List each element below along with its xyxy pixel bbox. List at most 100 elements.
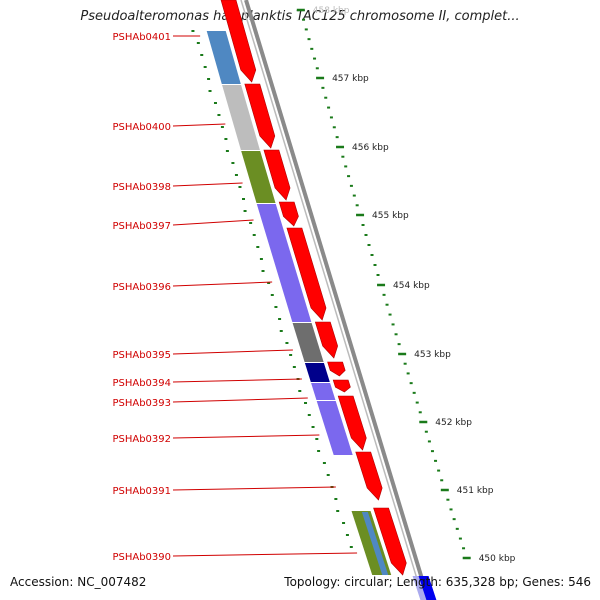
gene-label-pshab0395: PSHAb0395 bbox=[112, 350, 171, 361]
gc-dot bbox=[322, 462, 326, 464]
gc-dot bbox=[326, 474, 330, 476]
strand-arrow-blue bbox=[417, 576, 437, 600]
kbp-tick-label: 454 kbp bbox=[393, 281, 430, 291]
gc-dot bbox=[203, 66, 207, 68]
cds-arrow-1 bbox=[244, 83, 276, 149]
kbp-tick-label: 455 kbp bbox=[372, 211, 409, 221]
gc-dot bbox=[243, 210, 247, 212]
gc-dot bbox=[311, 426, 315, 428]
gene-leader-line bbox=[172, 123, 226, 127]
gc-dot bbox=[342, 522, 346, 524]
cds-arrow-0 bbox=[220, 0, 257, 83]
cds-arrow-7 bbox=[332, 379, 351, 393]
cog-block-pshab0401 bbox=[206, 31, 241, 84]
cds-arrow-2 bbox=[263, 149, 291, 201]
gene-leader-line bbox=[172, 378, 302, 383]
cog-block-pshab0400 bbox=[222, 85, 260, 150]
gc-dot bbox=[234, 174, 238, 176]
cog-block-pshab0398 bbox=[241, 151, 276, 203]
gc-dot bbox=[315, 438, 319, 440]
gc-dot bbox=[191, 30, 195, 32]
gene-leader-line bbox=[172, 349, 293, 355]
accession-text: Accession: NC_007482 bbox=[10, 575, 147, 589]
kbp-tick-label: 456 kbp bbox=[352, 143, 389, 153]
gc-dot bbox=[220, 126, 224, 128]
gene-label-pshab0394: PSHAb0394 bbox=[112, 378, 171, 389]
gc-dot bbox=[224, 138, 228, 140]
cog-block-strip bbox=[361, 512, 389, 575]
gene-leader-line bbox=[172, 182, 243, 187]
gc-dot bbox=[317, 450, 321, 452]
gc-dot bbox=[270, 294, 274, 296]
gene-leader-line bbox=[172, 486, 336, 491]
gene-label-pshab0391: PSHAb0391 bbox=[112, 486, 171, 497]
gc-dot bbox=[292, 366, 296, 368]
backbone-outer bbox=[244, 0, 431, 600]
gc-dot bbox=[238, 186, 242, 188]
gene-label-pshab0396: PSHAb0396 bbox=[112, 282, 171, 293]
gc-dot bbox=[231, 162, 235, 164]
gene-leader-line bbox=[172, 219, 254, 226]
kbp-tick-label: 457 kbp bbox=[332, 74, 369, 84]
gc-dot bbox=[217, 114, 221, 116]
cog-block-pshab0397 bbox=[256, 204, 312, 322]
gc-dot bbox=[334, 498, 338, 500]
kbp-tick-label: 452 kbp bbox=[435, 418, 472, 428]
cds-arrow-5 bbox=[314, 321, 338, 359]
gc-dot bbox=[242, 198, 246, 200]
gc-dot bbox=[249, 222, 253, 224]
gc-dot bbox=[336, 510, 340, 512]
gc-dot bbox=[267, 282, 271, 284]
kbp-tick-label: 450 kbp bbox=[479, 554, 516, 564]
cds-arrow-4 bbox=[286, 227, 327, 321]
gene-leader-line bbox=[172, 397, 308, 403]
gc-dot bbox=[207, 78, 211, 80]
gene-leader-line bbox=[172, 434, 320, 439]
gene-label-pshab0390: PSHAb0390 bbox=[112, 552, 171, 563]
gc-dot bbox=[285, 342, 289, 344]
cog-block-pshab0391 bbox=[333, 456, 371, 510]
gc-dot bbox=[256, 246, 260, 248]
gc-dot bbox=[278, 318, 282, 320]
gc-dot bbox=[200, 54, 204, 56]
gc-dot bbox=[196, 42, 200, 44]
gc-dot bbox=[208, 90, 212, 92]
gc-dot bbox=[298, 390, 302, 392]
gc-dot bbox=[259, 258, 263, 260]
kbp-tick-label: 451 kbp bbox=[457, 486, 494, 496]
cds-arrow-8 bbox=[337, 395, 367, 451]
gene-label-pshab0393: PSHAb0393 bbox=[112, 398, 171, 409]
gc-dot bbox=[345, 534, 349, 536]
cds-arrow-3 bbox=[278, 201, 299, 227]
gc-dot bbox=[289, 354, 293, 356]
cds-arrow-9 bbox=[355, 451, 383, 501]
gc-dot bbox=[279, 330, 283, 332]
gene-label-pshab0398: PSHAb0398 bbox=[112, 182, 171, 193]
cds-arrow-6 bbox=[327, 361, 346, 377]
gc-dot bbox=[304, 402, 308, 404]
gene-label-pshab0400: PSHAb0400 bbox=[112, 122, 171, 133]
kbp-tick-label: 458 kbp bbox=[313, 6, 350, 16]
gc-dot bbox=[213, 102, 217, 104]
cds-arrow-10 bbox=[373, 507, 407, 576]
genome-summary: Topology: circular; Length: 635,328 bp; … bbox=[284, 575, 591, 589]
backbone-inner bbox=[240, 0, 425, 600]
gene-label-pshab0401: PSHAb0401 bbox=[112, 32, 171, 43]
map-title: Pseudoalteromonas haloplanktis TAC125 ch… bbox=[80, 9, 520, 24]
gene-label-pshab0392: PSHAb0392 bbox=[112, 434, 171, 445]
gc-dot bbox=[307, 414, 311, 416]
gene-leader-line bbox=[172, 552, 358, 557]
cog-block-pshab0393 bbox=[311, 383, 336, 400]
gc-dot bbox=[225, 150, 229, 152]
cog-block-pshab0395 bbox=[292, 323, 324, 362]
kbp-tick-label: 453 kbp bbox=[414, 350, 451, 360]
gc-dot bbox=[274, 306, 278, 308]
gene-label-pshab0397: PSHAb0397 bbox=[112, 221, 171, 232]
gene-leader-line bbox=[172, 281, 273, 287]
strand-arrow-lavender bbox=[412, 576, 427, 600]
gc-dot bbox=[349, 546, 353, 548]
cog-block-pshab0392 bbox=[316, 401, 353, 455]
cog-block-pshab0394 bbox=[304, 363, 330, 382]
gc-dot bbox=[252, 234, 256, 236]
